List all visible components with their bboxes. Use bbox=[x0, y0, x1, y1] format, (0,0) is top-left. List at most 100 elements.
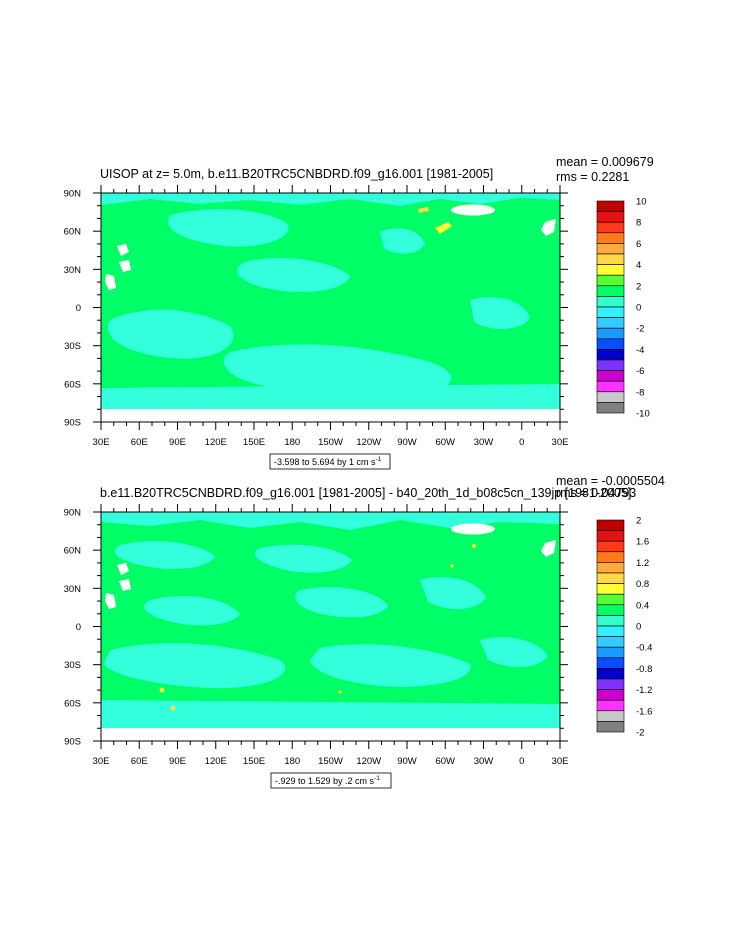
range-label-box bbox=[269, 453, 391, 470]
map-field bbox=[101, 193, 560, 422]
positive-anomaly bbox=[170, 705, 176, 711]
positive-anomaly bbox=[338, 690, 342, 694]
southern-ocean-band bbox=[101, 384, 560, 409]
range-label: -.929 to 1.529 by .2 cm s-1 bbox=[275, 775, 380, 786]
x-tick-label: 0 bbox=[519, 756, 524, 767]
colorbar-swatch bbox=[596, 317, 625, 329]
positive-anomaly bbox=[418, 207, 429, 213]
x-tick-label: 30E bbox=[93, 756, 110, 767]
colorbar-label: -0.8 bbox=[636, 664, 652, 675]
y-tick-label: 30S bbox=[64, 341, 81, 352]
colorbar-swatch bbox=[596, 285, 625, 297]
colorbar-swatch bbox=[596, 657, 625, 669]
y-tick-label: 0 bbox=[76, 303, 81, 314]
anomaly-region bbox=[108, 309, 234, 359]
y-tick-label: 90N bbox=[64, 189, 82, 200]
panel-title: b.e11.B20TRC5CNBDRD.f09_g16.001 [1981-20… bbox=[100, 486, 631, 500]
anomaly-region bbox=[310, 644, 471, 687]
southern-ocean-band bbox=[101, 700, 560, 728]
x-axis: 30E 60E 90E 120E 150E 180 150W 120W 90W 60W 30W 0 30… bbox=[93, 185, 568, 448]
colorbar-label: -6 bbox=[636, 366, 644, 377]
colorbar-label: 10 bbox=[636, 197, 647, 208]
y-tick-label: 30N bbox=[64, 584, 82, 595]
anomaly-region bbox=[470, 297, 530, 330]
colorbar-swatch bbox=[596, 604, 625, 616]
map-field bbox=[101, 512, 560, 741]
colorbar-swatch bbox=[596, 338, 625, 350]
colorbar-label: 4 bbox=[636, 260, 641, 271]
arctic-band bbox=[101, 193, 560, 206]
colorbar-swatch bbox=[596, 232, 625, 244]
x-tick-label: 120W bbox=[356, 437, 381, 448]
colorbar-swatch bbox=[596, 668, 625, 680]
x-tick-label: 90E bbox=[169, 756, 186, 767]
x-tick-label: 90W bbox=[397, 437, 417, 448]
positive-anomaly bbox=[435, 222, 452, 234]
colorbar-swatch bbox=[596, 710, 625, 722]
colorbar-label: -0.4 bbox=[636, 643, 652, 654]
colorbar-label: -4 bbox=[636, 345, 644, 356]
colorbar-swatch bbox=[596, 264, 625, 276]
anomaly-region bbox=[104, 643, 286, 689]
missing-patch bbox=[117, 244, 129, 256]
colorbar-label: -2 bbox=[636, 324, 644, 335]
x-tick-label: 150W bbox=[318, 756, 343, 767]
positive-anomaly bbox=[472, 544, 476, 548]
colorbar-swatch bbox=[596, 327, 625, 340]
x-tick-label: 60W bbox=[435, 756, 455, 767]
x-tick-label: 150W bbox=[318, 437, 343, 448]
colorbar-label: 8 bbox=[636, 218, 641, 229]
colorbar-label: -2 bbox=[636, 728, 644, 739]
panel-top: UISOP at z= 5.0m, b.e11.B20TRC5CNBDRD.f0… bbox=[64, 155, 654, 470]
anomaly-region bbox=[295, 587, 388, 618]
colorbar-swatch bbox=[596, 519, 625, 531]
colorbar-swatch bbox=[596, 562, 625, 574]
colorbar-label: 1.2 bbox=[636, 558, 649, 569]
anomaly-region bbox=[380, 228, 425, 254]
colorbar-swatch bbox=[596, 370, 625, 382]
x-tick-label: 60E bbox=[131, 437, 148, 448]
colorbar-label: -8 bbox=[636, 387, 644, 398]
x-tick-label: 0 bbox=[519, 437, 524, 448]
missing-patch bbox=[541, 219, 556, 236]
colorbar-swatch bbox=[596, 306, 625, 318]
colorbar-label: -10 bbox=[636, 409, 650, 420]
colorbar-swatch bbox=[596, 689, 625, 701]
x-axis: 30E 60E 90E 120E 150E 180 150W 120W 90W 60W 30W 0 30… bbox=[93, 504, 568, 767]
positive-anomaly bbox=[159, 687, 165, 693]
x-tick-label: 90W bbox=[397, 756, 417, 767]
colorbar-swatch bbox=[596, 359, 625, 371]
colorbar-swatch bbox=[596, 721, 625, 733]
missing-patch bbox=[119, 260, 131, 272]
missing-patch bbox=[105, 274, 116, 290]
x-tick-label: 180 bbox=[284, 437, 300, 448]
x-tick-label: 150E bbox=[243, 756, 265, 767]
colorbar-swatch bbox=[596, 625, 625, 637]
greenland-missing bbox=[451, 204, 495, 216]
y-tick-label: 0 bbox=[76, 622, 81, 633]
anomaly-region bbox=[223, 344, 452, 397]
anomaly-region bbox=[237, 257, 350, 292]
colorbar-swatch bbox=[596, 243, 625, 255]
stat-rms: rms = 0.2281 bbox=[556, 170, 629, 184]
colorbar: 10 8 6 4 2 0 -2 -4 -6 -8 -10 bbox=[596, 197, 650, 420]
colorbar-label: -1.2 bbox=[636, 685, 652, 696]
colorbar-swatch bbox=[596, 274, 625, 287]
y-tick-label: 60N bbox=[64, 546, 82, 557]
colorbar-swatch bbox=[596, 402, 625, 414]
missing-patch bbox=[541, 540, 556, 557]
colorbar-swatch bbox=[596, 200, 625, 212]
colorbar-swatch bbox=[596, 391, 625, 403]
range-label: -3.598 to 5.694 by 1 cm s-1 bbox=[274, 456, 382, 467]
anomaly-region bbox=[144, 595, 240, 626]
colorbar-swatch bbox=[596, 615, 625, 627]
colorbar-swatch bbox=[596, 572, 625, 584]
y-tick-label: 60S bbox=[64, 698, 81, 709]
positive-anomaly bbox=[450, 564, 454, 568]
colorbar-swatch bbox=[596, 583, 625, 595]
anomaly-region bbox=[480, 637, 548, 668]
x-tick-label: 90E bbox=[169, 437, 186, 448]
colorbar-label: 2 bbox=[636, 281, 641, 292]
antarctic-missing bbox=[101, 409, 560, 422]
